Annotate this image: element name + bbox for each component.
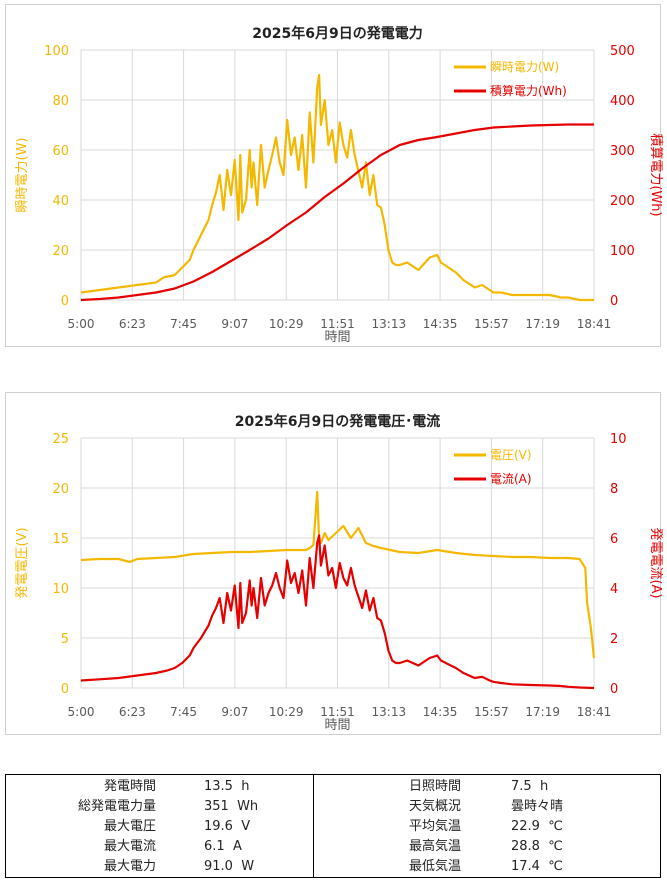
- y-tick-label-right: 2: [610, 632, 618, 647]
- summary-row-right: 最高気温 28.8 ℃: [6, 837, 660, 857]
- summary-row-right: 平均気温 22.9 ℃: [6, 817, 660, 837]
- y-axis-title-right: 発電電流(A): [648, 527, 663, 598]
- y-axis-title-left: 瞬時電力(W): [15, 138, 30, 213]
- legend-label: 電圧(V): [490, 448, 532, 462]
- x-tick-label: 13:13: [372, 317, 407, 331]
- summary-value: 19.6 V: [204, 819, 251, 834]
- y-tick-label-left: 0: [61, 682, 69, 697]
- summary-value: 曇時々晴: [511, 799, 564, 814]
- summary-label: 最大電流: [103, 839, 156, 854]
- power-chart-panel: 2025年6月9日の発電電力 0 0 20 100 40 200 60 300 80 400 100 5…: [5, 4, 663, 347]
- summary-label: 発電時間: [103, 779, 156, 794]
- chart-title: 2025年6月9日の発電電圧･電流: [235, 413, 440, 430]
- summary-label: 最低気温: [408, 859, 461, 874]
- x-tick-label: 7:45: [170, 317, 197, 331]
- x-tick-label: 9:07: [221, 317, 248, 331]
- summary-label: 天気概況: [408, 799, 461, 814]
- y-tick-label-left: 25: [52, 432, 69, 447]
- y-tick-label-left: 40: [52, 194, 69, 209]
- summary-row-left: 発電時間 13.5 h: [6, 777, 660, 797]
- summary-value: 13.5 h: [204, 779, 250, 794]
- summary-row-left: 最大電流 6.1 A: [6, 837, 660, 857]
- x-tick-label: 9:07: [221, 705, 248, 719]
- summary-value: 7.5 h: [511, 779, 549, 794]
- summary-table: 発電時間 13.5 h 総発電電力量 351 Wh 最大電圧 19.6 V 最大電流 6.1 …: [5, 774, 661, 878]
- y-tick-label-right: 400: [610, 94, 635, 109]
- y-tick-label-left: 20: [52, 482, 69, 497]
- x-tick-label: 11:51: [320, 705, 355, 719]
- y-tick-label-right: 6: [610, 532, 618, 547]
- y-tick-label-right: 4: [610, 582, 618, 597]
- summary-label: 日照時間: [408, 779, 461, 794]
- y-tick-label-right: 0: [610, 294, 618, 309]
- legend-label: 電流(A): [490, 472, 532, 486]
- y-tick-label-left: 0: [61, 294, 69, 309]
- y-tick-label-right: 300: [610, 144, 635, 159]
- x-tick-label: 18:41: [577, 705, 612, 719]
- summary-divider: [313, 775, 314, 877]
- summary-row-left: 最大電力 91.0 W: [6, 857, 660, 877]
- x-tick-label: 14:35: [423, 705, 458, 719]
- summary-label: 最大電圧: [103, 819, 156, 834]
- series-line: [80, 534, 595, 690]
- y-tick-label-left: 15: [52, 532, 69, 547]
- legend-label: 積算電力(Wh): [490, 83, 567, 98]
- x-tick-label: 10:29: [269, 317, 304, 331]
- series-line: [80, 123, 594, 302]
- y-tick-label-left: 60: [52, 144, 69, 159]
- summary-value: 91.0 W: [204, 859, 255, 874]
- y-tick-label-right: 200: [610, 194, 635, 209]
- x-tick-label: 14:35: [423, 317, 458, 331]
- x-tick-label: 6:23: [119, 317, 146, 331]
- x-axis-title: 時間: [324, 330, 350, 345]
- series-line: [80, 490, 596, 659]
- summary-label: 最高気温: [408, 839, 461, 854]
- summary-label: 最大電力: [103, 859, 156, 874]
- summary-value: 22.9 ℃: [511, 819, 563, 834]
- summary-value: 6.1 A: [204, 839, 242, 854]
- y-tick-label-right: 0: [610, 682, 618, 697]
- x-tick-label: 18:41: [577, 317, 612, 331]
- y-tick-label-left: 20: [52, 244, 69, 259]
- x-tick-label: 10:29: [269, 705, 304, 719]
- summary-value: 17.4 ℃: [511, 859, 563, 874]
- y-tick-label-left: 5: [61, 632, 69, 647]
- voltage-current-chart-panel: 2025年6月9日の発電電圧･電流 0 0 5 2 10 4 15 6 20 8 25 10 5:00 6:…: [5, 392, 663, 735]
- summary-label: 総発電電力量: [77, 799, 156, 814]
- x-tick-label: 15:57: [474, 317, 509, 331]
- series-line: [80, 73, 594, 302]
- summary-row-left: 最大電圧 19.6 V: [6, 817, 660, 837]
- summary-row-right: 日照時間 7.5 h: [6, 777, 660, 797]
- summary-row-right: 最低気温 17.4 ℃: [6, 857, 660, 877]
- summary-label: 平均気温: [408, 819, 461, 834]
- x-tick-label: 15:57: [474, 705, 509, 719]
- x-tick-label: 13:13: [372, 705, 407, 719]
- legend-label: 瞬時電力(W): [490, 60, 559, 74]
- y-axis-title-left: 発電電圧(V): [15, 527, 30, 598]
- summary-value: 28.8 ℃: [511, 839, 563, 854]
- y-tick-label-right: 10: [610, 432, 627, 447]
- x-tick-label: 5:00: [68, 317, 95, 331]
- chart-title: 2025年6月9日の発電電力: [252, 25, 422, 42]
- x-tick-label: 5:00: [68, 705, 95, 719]
- power-chart: 2025年6月9日の発電電力 0 0 20 100 40 200 60 300 80 400 100 5…: [15, 25, 663, 345]
- x-tick-label: 6:23: [119, 705, 146, 719]
- summary-value: 351 Wh: [204, 799, 259, 814]
- y-tick-label-right: 500: [610, 44, 635, 59]
- x-axis-title: 時間: [324, 718, 350, 733]
- y-tick-label-left: 80: [52, 94, 69, 109]
- x-tick-label: 17:19: [525, 317, 560, 331]
- summary-row-right: 天気概況 曇時々晴: [6, 797, 660, 817]
- y-axis-title-right: 積算電力(Wh): [648, 133, 663, 216]
- y-tick-label-left: 10: [52, 582, 69, 597]
- x-tick-label: 11:51: [320, 317, 355, 331]
- y-tick-label-right: 100: [610, 244, 635, 259]
- y-tick-label-left: 100: [44, 44, 69, 59]
- x-tick-label: 17:19: [525, 705, 560, 719]
- voltage-current-chart: 2025年6月9日の発電電圧･電流 0 0 5 2 10 4 15 6 20 8 25 10 5:00 6:…: [15, 413, 663, 733]
- y-tick-label-right: 8: [610, 482, 618, 497]
- summary-row-left: 総発電電力量 351 Wh: [6, 797, 660, 817]
- x-tick-label: 7:45: [170, 705, 197, 719]
